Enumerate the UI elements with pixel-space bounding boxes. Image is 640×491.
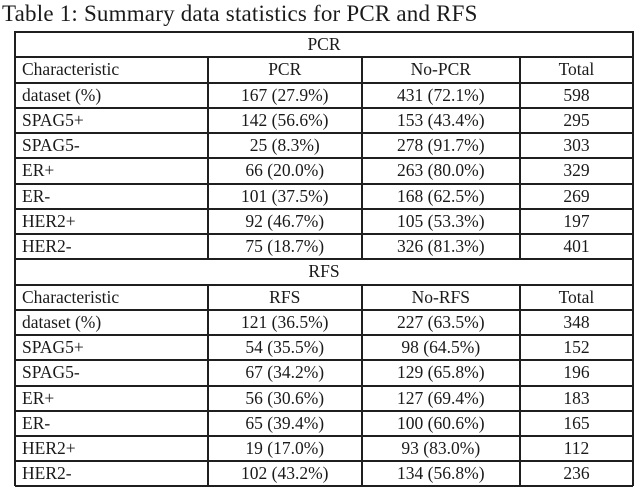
section-header-row: PCR — [15, 32, 633, 58]
value-cell: 401 — [519, 234, 633, 260]
table-row: HER2+ 19 (17.0%) 93 (83.0%) 112 — [15, 436, 633, 462]
table-row: HER2+ 92 (46.7%) 105 (53.3%) 197 — [15, 208, 633, 234]
characteristic-cell: SPAG5- — [15, 133, 208, 159]
section-header-row: RFS — [15, 259, 633, 285]
characteristic-cell: ER- — [15, 410, 208, 436]
column-header: RFS — [207, 284, 362, 310]
value-cell: 326 (81.3%) — [361, 234, 520, 260]
value-cell: 92 (46.7%) — [207, 208, 362, 234]
value-cell: 227 (63.5%) — [361, 309, 520, 335]
column-header: Characteristic — [15, 57, 208, 83]
value-cell: 93 (83.0%) — [361, 436, 520, 462]
characteristic-cell: SPAG5+ — [15, 107, 208, 133]
value-cell: 431 (72.1%) — [361, 82, 520, 108]
value-cell: 98 (64.5%) — [361, 335, 520, 361]
table-row: ER+ 56 (30.6%) 127 (69.4%) 183 — [15, 385, 633, 411]
value-cell: 295 — [519, 107, 633, 133]
value-cell: 54 (35.5%) — [207, 335, 362, 361]
characteristic-cell: HER2- — [15, 461, 208, 487]
value-cell: 75 (18.7%) — [207, 234, 362, 260]
column-header: Total — [519, 57, 633, 83]
value-cell: 127 (69.4%) — [361, 385, 520, 411]
column-header-row: Characteristic RFS No-RFS Total — [15, 284, 633, 310]
table-row: dataset (%) 121 (36.5%) 227 (63.5%) 348 — [15, 309, 633, 335]
section-title-pcr: PCR — [15, 32, 633, 58]
value-cell: 56 (30.6%) — [207, 385, 362, 411]
column-header: No-PCR — [361, 57, 520, 83]
characteristic-cell: HER2+ — [15, 208, 208, 234]
table-caption: Table 1: Summary data statistics for PCR… — [2, 1, 478, 26]
value-cell: 598 — [519, 82, 633, 108]
value-cell: 269 — [519, 183, 633, 209]
summary-table: PCR Characteristic PCR No-PCR Total dataset (… — [15, 32, 633, 487]
table-row: ER+ 66 (20.0%) 263 (80.0%) 329 — [15, 158, 633, 184]
value-cell: 165 — [519, 410, 633, 436]
characteristic-cell: dataset (%) — [15, 82, 208, 108]
value-cell: 100 (60.6%) — [361, 410, 520, 436]
value-cell: 129 (65.8%) — [361, 360, 520, 386]
characteristic-cell: ER+ — [15, 158, 208, 184]
value-cell: 303 — [519, 133, 633, 159]
characteristic-cell: dataset (%) — [15, 309, 208, 335]
characteristic-cell: HER2+ — [15, 436, 208, 462]
summary-table-body: PCR Characteristic PCR No-PCR Total dataset (… — [15, 32, 633, 487]
summary-table-container: PCR Characteristic PCR No-PCR Total dataset (… — [14, 31, 634, 487]
value-cell: 153 (43.4%) — [361, 107, 520, 133]
value-cell: 236 — [519, 461, 633, 487]
value-cell: 183 — [519, 385, 633, 411]
column-header: Total — [519, 284, 633, 310]
table-row: ER- 65 (39.4%) 100 (60.6%) 165 — [15, 410, 633, 436]
table-row: SPAG5- 67 (34.2%) 129 (65.8%) 196 — [15, 360, 633, 386]
value-cell: 278 (91.7%) — [361, 133, 520, 159]
table-row: SPAG5+ 142 (56.6%) 153 (43.4%) 295 — [15, 107, 633, 133]
value-cell: 142 (56.6%) — [207, 107, 362, 133]
value-cell: 196 — [519, 360, 633, 386]
value-cell: 19 (17.0%) — [207, 436, 362, 462]
characteristic-cell: HER2- — [15, 234, 208, 260]
characteristic-cell: ER+ — [15, 385, 208, 411]
value-cell: 197 — [519, 208, 633, 234]
column-header-row: Characteristic PCR No-PCR Total — [15, 57, 633, 83]
column-header: PCR — [207, 57, 362, 83]
value-cell: 67 (34.2%) — [207, 360, 362, 386]
value-cell: 121 (36.5%) — [207, 309, 362, 335]
table-row: SPAG5- 25 (8.3%) 278 (91.7%) 303 — [15, 133, 633, 159]
table-row: HER2- 102 (43.2%) 134 (56.8%) 236 — [15, 461, 633, 487]
table-row: ER- 101 (37.5%) 168 (62.5%) 269 — [15, 183, 633, 209]
column-header: Characteristic — [15, 284, 208, 310]
value-cell: 112 — [519, 436, 633, 462]
value-cell: 134 (56.8%) — [361, 461, 520, 487]
value-cell: 152 — [519, 335, 633, 361]
value-cell: 25 (8.3%) — [207, 133, 362, 159]
table-row: SPAG5+ 54 (35.5%) 98 (64.5%) 152 — [15, 335, 633, 361]
characteristic-cell: SPAG5+ — [15, 335, 208, 361]
section-title-rfs: RFS — [15, 259, 633, 285]
characteristic-cell: ER- — [15, 183, 208, 209]
value-cell: 348 — [519, 309, 633, 335]
characteristic-cell: SPAG5- — [15, 360, 208, 386]
value-cell: 329 — [519, 158, 633, 184]
table-row: HER2- 75 (18.7%) 326 (81.3%) 401 — [15, 234, 633, 260]
column-header: No-RFS — [361, 284, 520, 310]
value-cell: 66 (20.0%) — [207, 158, 362, 184]
value-cell: 105 (53.3%) — [361, 208, 520, 234]
value-cell: 102 (43.2%) — [207, 461, 362, 487]
value-cell: 168 (62.5%) — [361, 183, 520, 209]
value-cell: 263 (80.0%) — [361, 158, 520, 184]
value-cell: 101 (37.5%) — [207, 183, 362, 209]
value-cell: 65 (39.4%) — [207, 410, 362, 436]
value-cell: 167 (27.9%) — [207, 82, 362, 108]
table-row: dataset (%) 167 (27.9%) 431 (72.1%) 598 — [15, 82, 633, 108]
